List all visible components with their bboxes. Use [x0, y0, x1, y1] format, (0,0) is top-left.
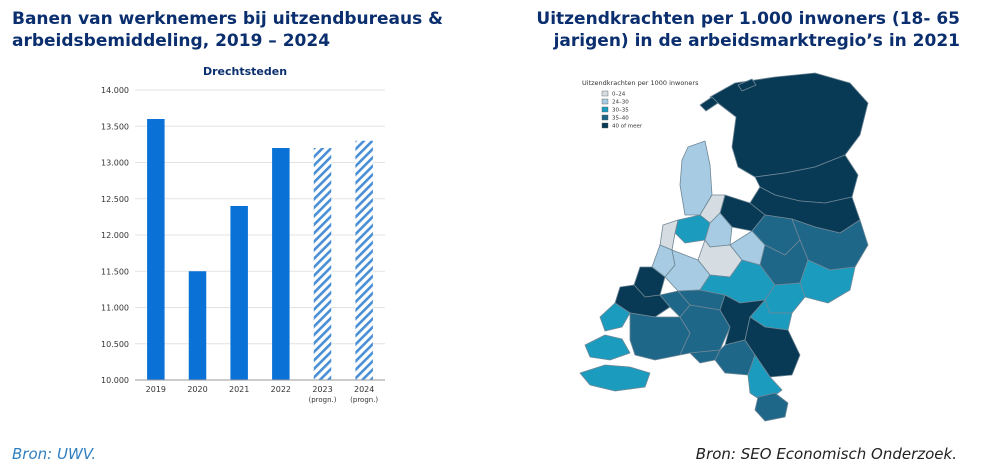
- legend-swatch: [601, 90, 609, 97]
- x-tick-label: 2021: [229, 385, 249, 394]
- map-legend: Uitzendkrachten per 1000 inwoners 0–24 24…: [582, 79, 699, 130]
- netherlands-map: Uitzendkrachten per 1000 inwoners 0–24 24…: [579, 72, 869, 422]
- legend-label: 24–30: [612, 100, 629, 106]
- y-tick-label: 12.000: [101, 231, 129, 240]
- legend-label: 40 of meer: [612, 124, 643, 130]
- x-tick-label: 2024: [354, 385, 374, 394]
- legend-swatch: [601, 106, 609, 113]
- x-tick-label: 2022: [271, 385, 291, 394]
- region-zuid-limburg: [754, 392, 789, 422]
- region-haarlem: [659, 219, 679, 251]
- region-zeeland-north: [599, 302, 631, 332]
- y-tick-label: 13.500: [101, 122, 129, 131]
- x-tick-sublabel: (progn.): [308, 396, 336, 404]
- map-legend-items: 0–24 24–30 30–35 35–40 40 of meer: [601, 90, 643, 130]
- map-legend-title: Uitzendkrachten per 1000 inwoners: [582, 79, 699, 87]
- legend-swatch: [601, 114, 609, 121]
- y-tick-label: 12.500: [101, 195, 129, 204]
- region-zeeland-south: [579, 364, 651, 392]
- right-panel-source: Bron: SEO Economisch Onderzoek.: [695, 445, 957, 463]
- bar-forecast: [355, 140, 373, 380]
- bar-forecast: [313, 148, 332, 380]
- x-tick-label: 2023: [312, 385, 332, 394]
- bars: [147, 119, 373, 380]
- y-tick-label: 10.500: [101, 340, 129, 349]
- region-amsterdam: [674, 214, 711, 244]
- map-regions: [579, 72, 869, 422]
- bar: [188, 271, 207, 380]
- region-zeeland-mid: [584, 334, 631, 361]
- y-axis-ticks: 10.000 10.500 11.000 11.500 12.000 12.500 13.0…: [101, 86, 129, 385]
- region-midden-limburg: [747, 354, 783, 404]
- gridlines: [135, 89, 385, 381]
- y-tick-label: 11.500: [101, 267, 129, 276]
- bar: [230, 206, 248, 380]
- legend-label: 0–24: [612, 92, 626, 98]
- y-tick-label: 14.000: [101, 86, 129, 95]
- y-tick-label: 11.000: [101, 304, 129, 313]
- x-tick-label: 2019: [146, 385, 166, 394]
- bar: [147, 119, 165, 380]
- legend-label: 35–40: [612, 116, 629, 122]
- region-wadden-isle-1: [737, 78, 757, 92]
- legend-label: 30–35: [612, 108, 629, 114]
- region-noord-limburg: [744, 316, 801, 378]
- x-tick-sublabel: (progn.): [350, 396, 378, 404]
- region-wadden-isle-2: [699, 96, 719, 112]
- y-tick-label: 13.000: [101, 159, 129, 168]
- bar-chart: Drechtsteden 10.000 10.500 11.000 11.500 12.…: [101, 65, 385, 404]
- bar: [272, 148, 290, 380]
- y-tick-label: 10.000: [101, 376, 129, 385]
- x-axis-ticks: 2019 2020 2021 2022 2023 (progn.) 2024 (progn.): [146, 385, 379, 404]
- left-panel-source: Bron: UWV.: [12, 445, 97, 463]
- region-haaglanden-strip: [689, 349, 721, 364]
- x-tick-label: 2020: [187, 385, 207, 394]
- legend-swatch: [601, 122, 609, 129]
- left-panel-title: Banen van werknemers bij uitzendbureaus …: [12, 9, 443, 51]
- legend-swatch: [601, 98, 609, 105]
- right-panel-title: Uitzendkrachten per 1.000 inwoners (18- …: [536, 9, 960, 51]
- chart-title: Drechtsteden: [203, 65, 287, 78]
